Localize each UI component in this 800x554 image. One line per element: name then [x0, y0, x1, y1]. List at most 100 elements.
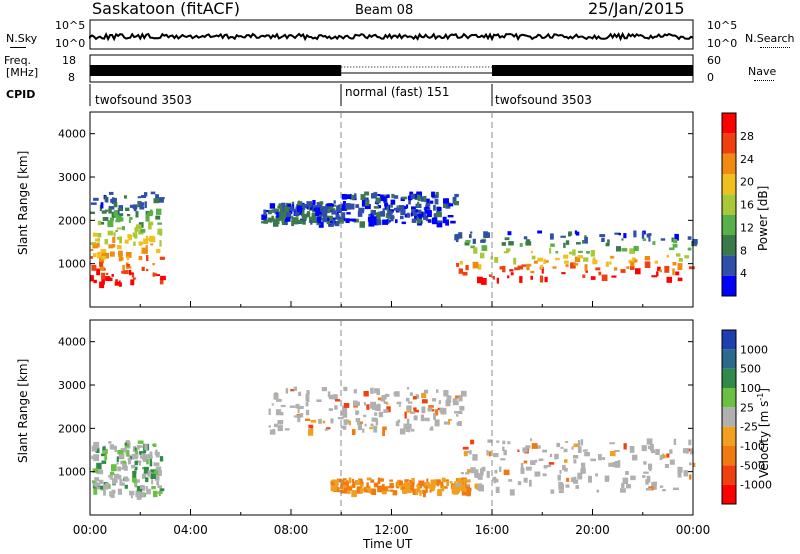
heat-cell	[155, 248, 161, 254]
heat-cell	[353, 389, 357, 394]
heat-cell	[277, 211, 283, 218]
heat-cell	[424, 389, 429, 394]
heat-cell	[305, 393, 309, 401]
xtick-label: 08:00	[274, 523, 309, 537]
heat-cell	[318, 211, 322, 215]
heat-cell	[443, 390, 449, 397]
heat-cell	[573, 443, 579, 448]
heat-cell	[550, 233, 554, 240]
heat-cell	[119, 213, 124, 217]
heat-cell	[472, 454, 478, 461]
heat-cell	[408, 490, 413, 493]
heat-cell	[269, 429, 276, 435]
heat-cell	[677, 263, 683, 270]
heat-cell	[374, 388, 380, 394]
heat-cell	[577, 255, 583, 259]
heat-cell	[430, 426, 433, 430]
heat-cell	[364, 199, 370, 206]
heat-cell	[137, 440, 144, 444]
heat-cell	[577, 446, 582, 453]
heat-cell	[125, 251, 132, 258]
heat-cell	[396, 401, 402, 405]
heat-cell	[686, 448, 693, 452]
heat-cell	[434, 409, 439, 416]
heat-cell	[466, 469, 471, 473]
heat-cell	[100, 249, 107, 256]
heat-cell	[313, 205, 317, 212]
heat-cell	[412, 208, 418, 216]
heat-cell	[456, 414, 459, 417]
heat-cell	[111, 244, 116, 248]
heat-cell	[585, 270, 588, 273]
heat-cell	[675, 271, 680, 276]
heat-cell	[326, 209, 331, 214]
heat-cell	[119, 236, 122, 244]
heat-cell	[104, 239, 108, 245]
heat-cell	[118, 255, 122, 262]
heat-cell	[159, 197, 165, 200]
nave-legend-line	[754, 80, 774, 81]
power-colorbar-tick: 24	[740, 153, 754, 166]
heat-cell	[359, 210, 365, 214]
heat-cell	[425, 486, 428, 493]
heat-cell	[604, 475, 610, 481]
heat-cell	[661, 453, 664, 459]
heat-cell	[452, 398, 458, 403]
heat-cell	[90, 242, 96, 245]
heat-cell	[415, 209, 419, 213]
heat-cell	[377, 205, 381, 209]
velocity-colorbar-swatch	[722, 484, 736, 504]
heat-cell	[362, 428, 365, 433]
heat-cell	[388, 485, 395, 489]
heat-cell	[480, 252, 485, 259]
heat-cell	[530, 438, 533, 441]
heat-cell	[357, 421, 363, 425]
heat-cell	[340, 490, 345, 494]
heat-cell	[94, 238, 99, 242]
heat-cell	[583, 257, 589, 262]
heat-cell	[655, 448, 660, 455]
heat-cell	[135, 224, 142, 230]
heat-cell	[377, 477, 381, 485]
heat-cell	[349, 203, 355, 210]
heat-cell	[334, 479, 339, 486]
heat-cell	[452, 196, 457, 204]
heat-cell	[580, 439, 584, 446]
heat-cell	[101, 255, 107, 260]
heat-cell	[358, 207, 364, 212]
heat-cell	[651, 482, 657, 488]
heat-cell	[331, 219, 335, 225]
heat-cell	[543, 259, 547, 264]
heat-cell	[145, 214, 150, 222]
heat-cell	[601, 274, 608, 281]
heat-cell	[109, 191, 114, 195]
xtick-label: 16:00	[475, 523, 510, 537]
heat-cell	[277, 420, 284, 425]
heat-cell	[345, 194, 352, 199]
heat-cell	[406, 410, 412, 413]
heat-cell	[441, 485, 445, 492]
heat-cell	[110, 493, 115, 498]
heat-cell	[114, 447, 117, 452]
heat-cell	[271, 203, 274, 208]
heat-cell	[315, 207, 321, 213]
heat-cell	[526, 263, 530, 271]
heat-cell	[454, 411, 460, 414]
heat-cell	[621, 482, 625, 489]
heat-cell	[370, 209, 373, 215]
heat-cell	[316, 202, 320, 208]
heat-cell	[535, 445, 541, 449]
heat-cell	[383, 196, 387, 203]
heat-cell	[357, 423, 362, 431]
freq-block-2	[492, 65, 693, 76]
heat-cell	[136, 479, 140, 483]
heat-cell	[644, 261, 651, 268]
heat-cell	[97, 220, 102, 226]
heat-cell	[431, 191, 435, 198]
heat-cell	[549, 453, 553, 458]
heat-cell	[452, 401, 459, 406]
heat-cell	[349, 194, 356, 200]
heat-cell	[368, 213, 372, 220]
heat-cell	[136, 485, 143, 492]
heat-cell	[123, 270, 129, 275]
